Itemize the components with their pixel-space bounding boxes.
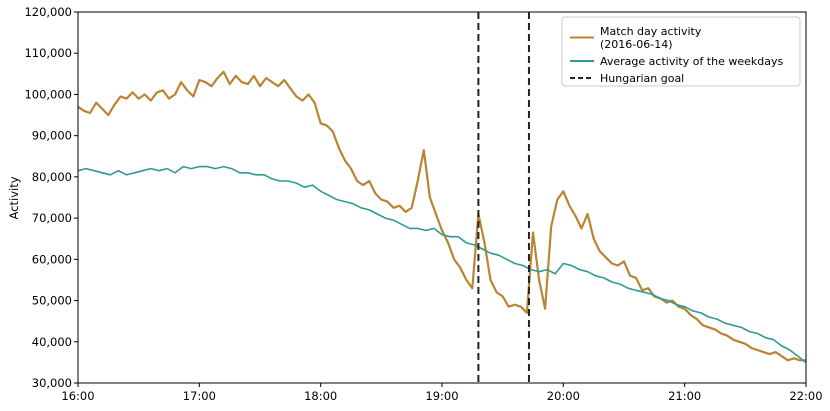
x-tick-label: 16:00 [61,389,94,403]
x-tick-label: 22:00 [789,389,822,403]
y-tick-label: 120,000 [24,5,72,19]
legend: Match day activity (2016-06-14) Average ac… [561,16,801,87]
y-tick-label: 50,000 [32,294,72,308]
x-tick-label: 20:00 [547,389,580,403]
plot-area: 30,000 40,000 50,000 60,000 70,000 80,000 90,0… [24,5,822,403]
y-tick-label: 80,000 [32,170,72,184]
legend-entry-match-day-label: Match day activity (2016-06-14) [600,25,702,51]
legend-entry-hungarian-goal-label: Hungarian goal [600,72,684,85]
series-line-weekday-average [77,165,807,364]
y-tick-label: 110,000 [24,46,72,60]
y-tick-label: 60,000 [32,252,72,266]
x-tick-label: 19:00 [425,389,458,403]
y-tick-label: 90,000 [32,129,72,143]
y-tick-label: 30,000 [32,376,72,390]
y-tick-label: 70,000 [32,211,72,225]
y-tick-label: 100,000 [24,87,72,101]
x-tick-label: 17:00 [183,389,216,403]
x-tick-label: 21:00 [668,389,701,403]
y-axis-title: Activity [7,176,21,219]
y-tick-label: 40,000 [32,335,72,349]
legend-entry-weekday-average-label: Average activity of the weekdays [600,55,783,68]
series-line-match-day [77,70,806,362]
x-tick-label: 18:00 [304,389,337,403]
legend-box [561,16,801,87]
